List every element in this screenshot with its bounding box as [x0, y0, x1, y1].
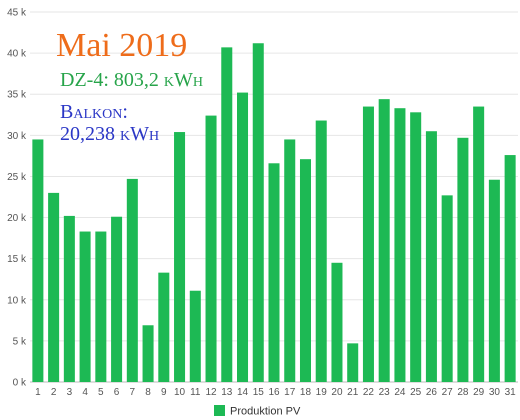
x-tick-label: 2 — [51, 387, 57, 398]
legend-swatch — [214, 405, 225, 416]
x-tick-label: 29 — [473, 387, 485, 398]
bar[interactable] — [347, 343, 359, 382]
bar[interactable] — [488, 179, 500, 382]
bar[interactable] — [252, 43, 264, 382]
y-tick-label: 45 k — [7, 8, 27, 19]
x-tick-label: 22 — [363, 387, 375, 398]
bar[interactable] — [221, 47, 233, 382]
x-tick-label: 4 — [82, 387, 88, 398]
y-tick-label: 35 k — [7, 90, 27, 101]
bar[interactable] — [331, 262, 343, 382]
annotation-balkon-label: Balkon: — [60, 101, 128, 123]
bar[interactable] — [441, 195, 453, 382]
x-tick-label: 10 — [174, 387, 186, 398]
bar[interactable] — [362, 106, 374, 383]
bar[interactable] — [504, 155, 516, 382]
x-tick-label: 14 — [237, 387, 249, 398]
bar[interactable] — [457, 137, 469, 382]
bar[interactable] — [79, 231, 91, 382]
bar[interactable] — [48, 192, 60, 382]
bar[interactable] — [378, 99, 390, 383]
x-tick-label: 11 — [190, 387, 201, 398]
y-tick-label: 5 k — [13, 336, 27, 347]
bar[interactable] — [174, 132, 186, 382]
y-tick-label: 10 k — [7, 295, 27, 306]
bar[interactable] — [237, 92, 249, 383]
x-tick-label: 31 — [505, 387, 517, 398]
x-tick-label: 1 — [35, 387, 41, 398]
x-tick-label: 13 — [221, 387, 233, 398]
bar[interactable] — [315, 120, 327, 383]
x-tick-label: 20 — [331, 387, 343, 398]
bar[interactable] — [63, 215, 75, 382]
x-tick-label: 27 — [442, 387, 454, 398]
bar-series — [32, 43, 516, 383]
x-tick-label: 15 — [253, 387, 265, 398]
bar[interactable] — [111, 216, 123, 382]
bar[interactable] — [95, 231, 107, 382]
x-tick-label: 21 — [347, 387, 359, 398]
x-tick-label: 17 — [284, 387, 296, 398]
y-tick-label: 40 k — [7, 49, 27, 60]
bar[interactable] — [410, 112, 422, 383]
x-tick-label: 30 — [489, 387, 501, 398]
bar[interactable] — [284, 139, 296, 382]
x-tick-label: 23 — [379, 387, 391, 398]
bar[interactable] — [425, 131, 437, 382]
bar[interactable] — [32, 139, 44, 382]
x-axis-ticks: 1 2 3 4 5 6 7 8 9 10 11 12 13 14 15 16 17 18 19 20 21 22 23 24 2… — [35, 387, 516, 398]
bar[interactable] — [473, 106, 485, 383]
x-tick-label: 5 — [98, 387, 104, 398]
y-axis-ticks: 0 k 5 k 10 k 15 k 20 k 25 k 30 k 35 k 40 k 45 k — [7, 8, 27, 389]
legend[interactable]: Produktion PV — [214, 405, 301, 418]
x-tick-label: 28 — [457, 387, 469, 398]
x-tick-label: 7 — [130, 387, 136, 398]
x-tick-label: 9 — [161, 387, 167, 398]
x-tick-label: 3 — [67, 387, 73, 398]
bar[interactable] — [158, 272, 170, 382]
legend-label: Produktion PV — [230, 406, 301, 418]
bar[interactable] — [205, 115, 217, 382]
annotation-dz4: DZ-4: 803,2 kWh — [60, 69, 203, 91]
x-tick-label: 24 — [394, 387, 406, 398]
y-tick-label: 15 k — [7, 254, 27, 265]
y-tick-label: 30 k — [7, 131, 27, 142]
bar[interactable] — [394, 108, 406, 382]
y-tick-label: 20 k — [7, 213, 27, 224]
bar[interactable] — [299, 159, 311, 382]
x-tick-label: 19 — [316, 387, 328, 398]
y-tick-label: 25 k — [7, 172, 27, 183]
bar[interactable] — [142, 325, 154, 382]
x-tick-label: 18 — [300, 387, 312, 398]
x-tick-label: 25 — [410, 387, 422, 398]
bar[interactable] — [189, 290, 201, 382]
x-tick-label: 6 — [114, 387, 120, 398]
annotation-balkon-value: 20,238 kWh — [60, 123, 159, 145]
x-tick-label: 16 — [268, 387, 280, 398]
x-tick-label: 12 — [205, 387, 217, 398]
x-tick-label: 26 — [426, 387, 438, 398]
x-tick-label: 8 — [145, 387, 151, 398]
y-tick-label: 0 k — [13, 378, 27, 389]
chart-title: Mai 2019 — [56, 27, 187, 64]
bar[interactable] — [268, 163, 280, 382]
bar[interactable] — [126, 178, 138, 382]
